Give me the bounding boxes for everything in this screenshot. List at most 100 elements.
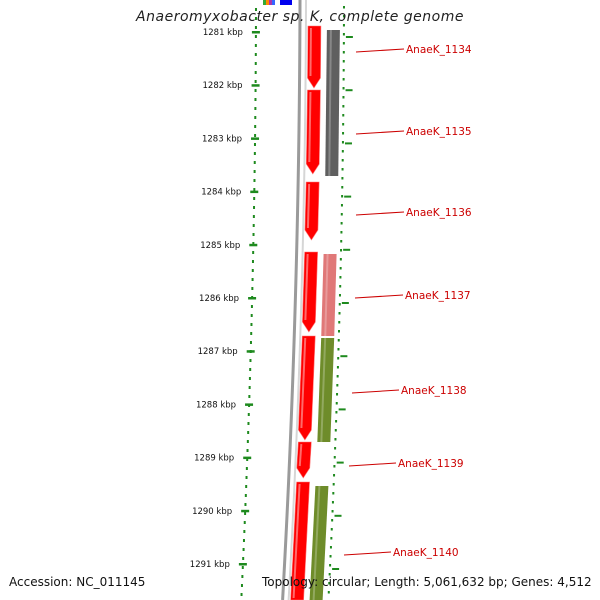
ruler-minor-tick [244, 494, 247, 497]
ruler-minor-tick [342, 132, 345, 135]
tick-label: 1288 kbp [196, 400, 236, 410]
gene-label-leader [343, 551, 392, 556]
ruler-minor-tick [254, 53, 257, 56]
cds-highlight [306, 183, 311, 229]
tick-label: 1291 kbp [190, 560, 230, 570]
ruler-minor-tick [251, 269, 254, 272]
ruler-minor-tick [337, 348, 340, 351]
cog-highlight [320, 337, 327, 443]
ruler-minor-tick [251, 287, 254, 290]
ruler-minor-tick [342, 78, 345, 81]
ruler-major-tick [341, 302, 349, 304]
ruler-minor-tick [254, 35, 257, 38]
cds-arrow [304, 181, 320, 241]
ruler-minor-tick [244, 512, 247, 515]
ruler-minor-tick [333, 474, 336, 477]
ruler-minor-tick [329, 546, 332, 549]
ruler-minor-tick [245, 485, 248, 488]
ruler-minor-tick [248, 395, 251, 398]
accession-text: Accession: NC_011145 [9, 575, 146, 589]
ruler-minor-tick [342, 123, 345, 126]
cds-highlight [308, 91, 312, 163]
ruler-minor-tick [341, 168, 344, 171]
ruler-minor-tick [342, 87, 345, 90]
ruler-minor-tick [253, 161, 256, 164]
ruler-minor-tick [251, 278, 254, 281]
legend-swatch [269, 0, 272, 5]
ruler-minor-tick [254, 134, 257, 137]
ruler-minor-tick [342, 96, 345, 99]
ruler-major-tick [332, 568, 340, 570]
ruler-major-tick [344, 195, 352, 198]
ruler-major-tick [345, 89, 353, 92]
ruler-minor-tick [338, 312, 341, 315]
tick-label: 1285 kbp [200, 241, 240, 251]
ruler-minor-tick [332, 483, 335, 486]
cog-bar [309, 486, 329, 600]
ruler-major-tick [250, 190, 259, 194]
topology-text: Topology: circular; Length: 5,061,632 bp… [262, 575, 592, 589]
ruler-minor-tick [342, 105, 345, 108]
ruler-minor-tick [252, 242, 255, 245]
legend-swatch [272, 0, 275, 5]
ruler-minor-tick [337, 357, 340, 360]
ruler-minor-tick [340, 231, 343, 234]
ruler-minor-tick [329, 564, 332, 567]
ruler-minor-tick [253, 179, 256, 182]
ruler-minor-tick [337, 330, 340, 333]
ruler-minor-tick [253, 188, 256, 191]
ruler-minor-tick [331, 510, 334, 513]
cds-highlight [298, 443, 303, 467]
cds-arrow [296, 441, 312, 479]
gene-label: AnaeK_1135 [406, 126, 472, 138]
tick-label: 1289 kbp [194, 454, 234, 464]
ruler-minor-tick [336, 366, 339, 369]
ruler-minor-tick [242, 548, 245, 551]
cds-highlight [300, 337, 307, 429]
ruler-minor-tick [242, 539, 245, 542]
ruler-minor-tick [335, 402, 338, 405]
ruler-major-tick [334, 514, 342, 517]
ruler-minor-tick [331, 519, 334, 522]
ruler-minor-tick [336, 375, 339, 378]
gene-label-leader [354, 294, 404, 299]
ruler-major-tick [246, 350, 255, 353]
ruler-minor-tick [334, 438, 337, 441]
ruler-minor-tick [254, 26, 257, 29]
ruler-minor-tick [327, 591, 330, 594]
tick-label: 1287 kbp [198, 347, 238, 357]
ruler-minor-tick [253, 152, 256, 155]
ruler-minor-tick [252, 224, 255, 227]
ruler-minor-tick [328, 573, 331, 576]
ruler-minor-tick [254, 71, 257, 74]
ruler-minor-tick [340, 204, 343, 207]
tick-label: 1284 kbp [201, 188, 241, 198]
ruler-minor-tick [251, 260, 254, 263]
ruler-minor-tick [254, 62, 257, 65]
ruler-minor-tick [252, 215, 255, 218]
ruler-minor-tick [340, 240, 343, 243]
ruler-minor-tick [254, 44, 257, 47]
ruler-minor-tick [339, 267, 342, 270]
ruler-minor-tick [341, 141, 344, 144]
cds-arrow [307, 25, 322, 89]
ruler-minor-tick [330, 537, 333, 540]
ruler-minor-tick [342, 42, 345, 45]
cog-highlight [328, 29, 332, 177]
ruler-minor-tick [246, 440, 249, 443]
ruler-major-tick [241, 509, 250, 513]
ruler-minor-tick [240, 584, 243, 587]
legend-swatch [263, 0, 266, 5]
ruler-minor-tick [341, 195, 344, 198]
tick-label: 1290 kbp [192, 507, 232, 517]
ruler-minor-tick [254, 107, 257, 110]
ruler-minor-tick [248, 377, 251, 380]
ruler-minor-tick [341, 186, 344, 189]
ruler-minor-tick [247, 413, 250, 416]
ruler-minor-tick [342, 33, 345, 36]
ruler-minor-tick [254, 89, 257, 92]
ruler-minor-tick [341, 177, 344, 180]
ruler-minor-tick [245, 476, 248, 479]
ruler-minor-tick [250, 332, 253, 335]
